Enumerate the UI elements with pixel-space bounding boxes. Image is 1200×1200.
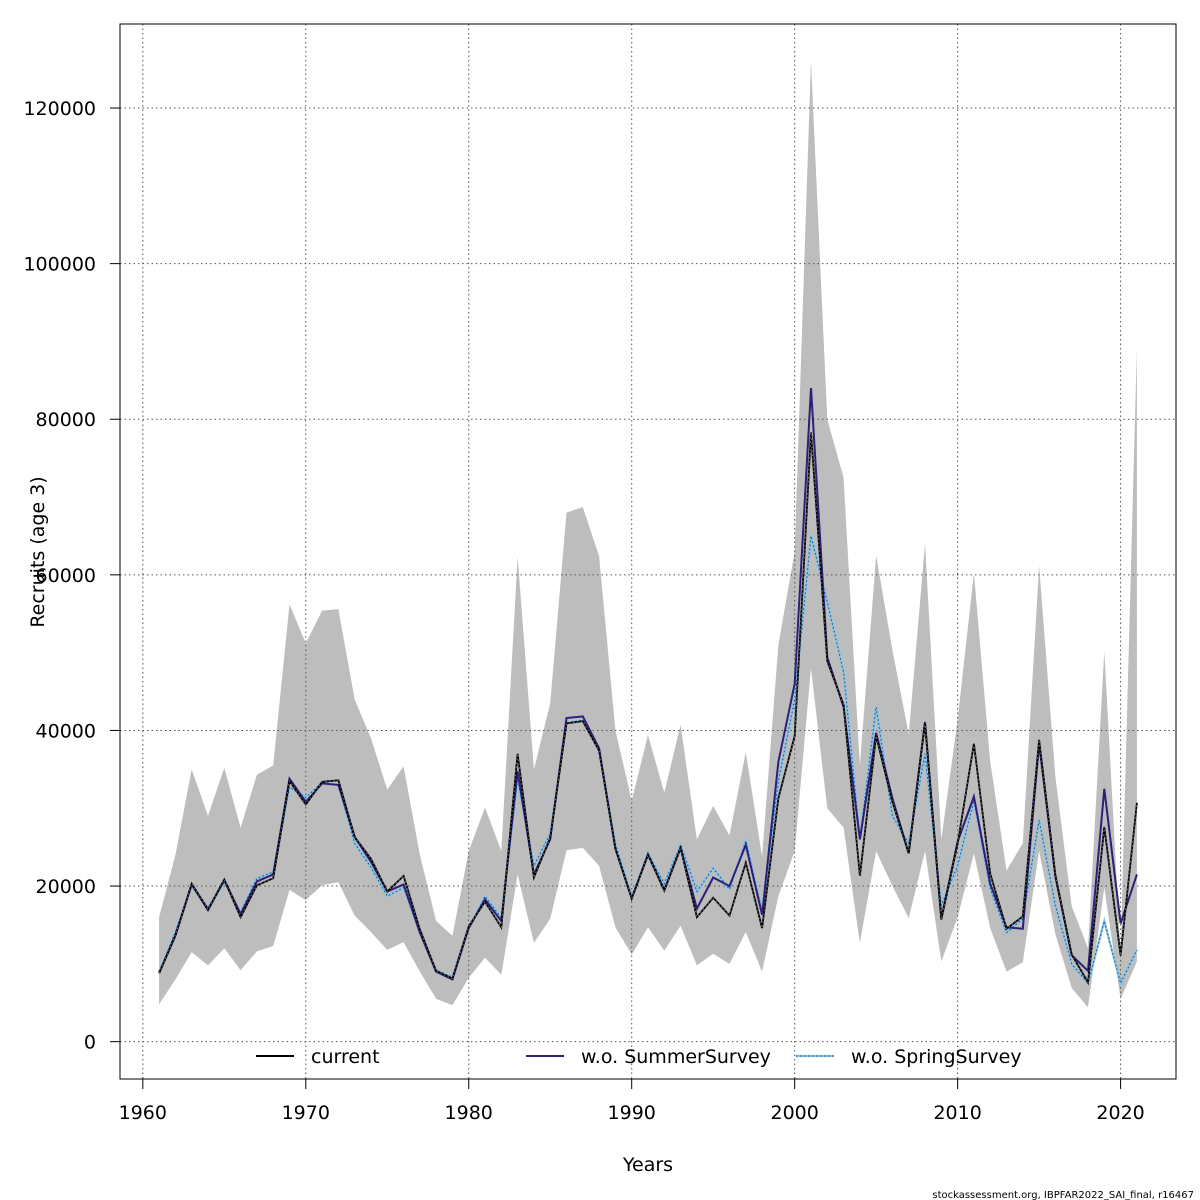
x-tick-label-1960: 1960: [119, 1102, 167, 1124]
x-tick-label-1990: 1990: [608, 1102, 656, 1124]
x-axis-title: Years: [622, 1154, 673, 1176]
plot-frame: [119, 23, 1177, 1080]
footer-credit: stockassessment.org, IBPFAR2022_SAI_fina…: [932, 1190, 1194, 1200]
series-layer: [158, 388, 1138, 987]
x-tick-label-2000: 2000: [770, 1102, 818, 1124]
x-tick-label-2020: 2020: [1096, 1102, 1144, 1124]
legend-label-w-o-summersurvey: w.o. SummerSurvey: [581, 1046, 771, 1068]
y-axis-title: Recruits (age 3): [27, 476, 49, 627]
y-tick-label-0: 0: [84, 1032, 96, 1054]
x-tick-label-1980: 1980: [445, 1102, 493, 1124]
legend-label-current: current: [311, 1046, 380, 1068]
y-tick-label-60000: 60000: [36, 565, 96, 587]
grid-layer: [120, 24, 1176, 1079]
x-tick-label-1970: 1970: [282, 1102, 330, 1124]
y-tick-label-40000: 40000: [36, 720, 96, 742]
confidence-band-layer: [159, 61, 1137, 1008]
legend-label-w-o-springsurvey: w.o. SpringSurvey: [851, 1046, 1022, 1068]
series-dots-current: [158, 432, 1138, 984]
confidence-band: [159, 61, 1137, 1008]
y-tick-label-100000: 100000: [23, 254, 96, 276]
x-tick-label-2010: 2010: [933, 1102, 981, 1124]
y-tick-label-120000: 120000: [23, 98, 96, 120]
y-tick-label-20000: 20000: [36, 876, 96, 898]
y-tick-label-80000: 80000: [36, 409, 96, 431]
axes-layer: 1960 1970 1980 1990 2000 2010 2020 0 20000 40000 6…: [23, 23, 1177, 1124]
legend: current w.o. SummerSurvey w.o. SpringSurve…: [256, 1046, 1022, 1068]
